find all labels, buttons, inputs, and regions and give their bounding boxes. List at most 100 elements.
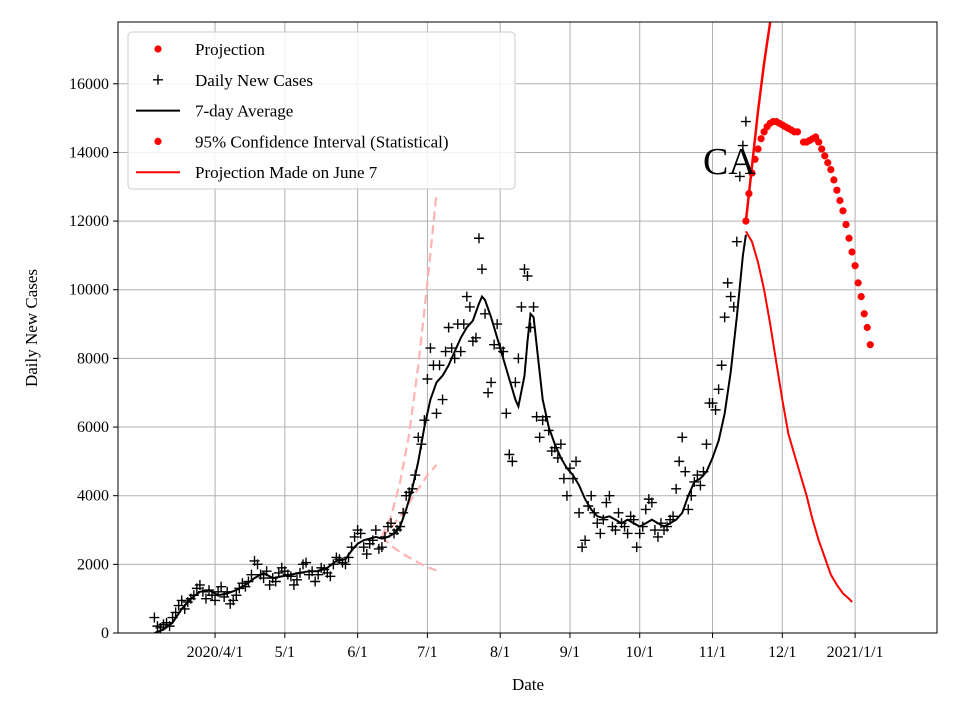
projection-point — [745, 190, 753, 198]
case-point — [719, 312, 730, 323]
case-point — [701, 439, 712, 450]
projection-point — [842, 220, 850, 229]
projection-point — [818, 145, 826, 153]
x-axis-label: Date — [512, 675, 544, 694]
case-point — [671, 483, 682, 494]
case-point — [716, 360, 727, 371]
case-point — [601, 497, 612, 508]
case-point — [483, 387, 494, 398]
case-point — [310, 576, 321, 587]
projection-point — [793, 128, 802, 136]
case-point — [640, 504, 651, 515]
case-point — [176, 595, 187, 606]
legend-label: Daily New Cases — [195, 71, 313, 90]
projection-point — [751, 155, 759, 163]
legend-label: 95% Confidence Interval (Statistical) — [195, 132, 449, 151]
case-point — [355, 528, 366, 539]
case-point — [652, 531, 663, 542]
june7-projection-series — [745, 230, 853, 603]
case-point — [361, 549, 372, 560]
case-point — [228, 595, 239, 606]
case-point — [431, 408, 442, 419]
case-point — [504, 449, 515, 460]
case-point — [216, 581, 227, 592]
case-point — [613, 507, 624, 518]
case-point — [695, 480, 706, 491]
case-point — [707, 398, 718, 409]
y-tick-label: 14000 — [69, 144, 109, 161]
case-point — [231, 590, 242, 601]
x-tick-label: 9/1 — [560, 644, 580, 661]
projection-point — [821, 152, 829, 160]
projection-series — [742, 117, 874, 349]
case-point — [516, 301, 527, 312]
june7-band-upper — [380, 193, 438, 538]
case-point — [358, 542, 369, 553]
case-point — [577, 542, 588, 553]
projection-point — [851, 262, 859, 270]
case-point — [285, 571, 296, 582]
case-point — [713, 384, 724, 395]
y-axis-ticks: 0 2000 4000 6000 8000 10000 12000 14000 16000 — [69, 76, 118, 642]
case-point — [677, 432, 688, 443]
case-point — [510, 377, 521, 388]
case-point — [561, 490, 572, 501]
x-tick-label: 2021/1/1 — [827, 644, 884, 661]
seven-day-average-series — [154, 234, 747, 633]
case-point — [586, 490, 597, 501]
case-point — [683, 504, 694, 515]
case-point — [446, 343, 457, 354]
case-point — [340, 559, 351, 570]
projection-point — [839, 207, 847, 215]
x-tick-label: 11/1 — [699, 644, 727, 661]
case-point — [252, 559, 263, 570]
case-point — [528, 301, 539, 312]
case-point — [370, 525, 381, 536]
projection-point — [827, 166, 835, 174]
legend: Projection Daily New Cases 7-day Average 95… — [127, 31, 516, 190]
case-point — [258, 573, 269, 584]
case-point — [440, 346, 451, 357]
case-point — [610, 525, 621, 536]
case-point — [507, 456, 518, 467]
projection-point — [836, 196, 844, 205]
y-tick-label: 2000 — [77, 556, 109, 573]
case-point — [210, 595, 221, 606]
state-annotation: CA — [703, 141, 756, 183]
case-point — [571, 456, 582, 467]
case-point — [668, 511, 679, 522]
plot-frame — [117, 21, 938, 634]
case-point — [434, 360, 445, 371]
case-point — [680, 466, 691, 477]
case-point — [674, 456, 685, 467]
case-point — [592, 518, 603, 529]
confidence-interval-line — [744, 22, 772, 222]
x-tick-label: 7/1 — [417, 644, 437, 661]
y-tick-label: 12000 — [69, 213, 109, 230]
x-tick-label: 12/1 — [768, 644, 796, 661]
projection-point — [824, 159, 832, 167]
legend-dot-marker — [154, 45, 162, 53]
x-tick-label: 5/1 — [275, 644, 295, 661]
case-point — [519, 264, 530, 275]
case-point — [461, 291, 472, 302]
case-point — [349, 531, 360, 542]
y-tick-label: 4000 — [77, 488, 109, 505]
case-point — [149, 612, 160, 623]
case-point — [194, 579, 205, 590]
case-point — [722, 277, 733, 288]
projection-point — [754, 145, 762, 153]
case-point — [574, 507, 585, 518]
case-point — [376, 542, 387, 553]
case-point — [731, 236, 742, 247]
projection-point — [830, 176, 838, 184]
case-point — [737, 140, 748, 151]
projection-point — [866, 341, 874, 349]
projection-point — [854, 279, 862, 287]
june7-projection-line — [745, 230, 853, 603]
projection-point — [742, 217, 750, 225]
legend-label: 7-day Average — [195, 102, 293, 121]
case-point — [522, 271, 533, 282]
case-point — [558, 473, 569, 484]
